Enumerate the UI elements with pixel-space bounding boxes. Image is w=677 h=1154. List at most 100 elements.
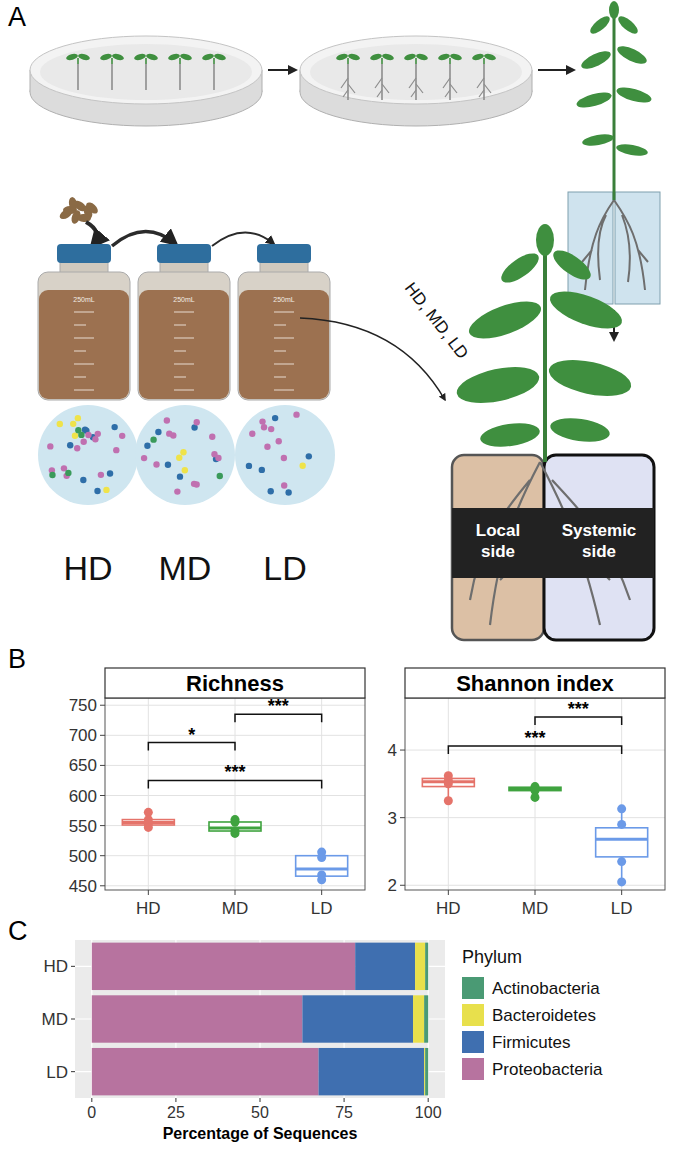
- microbe: [65, 470, 71, 476]
- microbe: [299, 463, 305, 469]
- panel-label: B: [8, 644, 26, 674]
- legend-label: Actinobacteria: [492, 979, 600, 998]
- box-chart: Shannon index234HDMDLD******: [388, 668, 665, 918]
- arrow: [112, 231, 176, 246]
- dish-agar: [40, 44, 252, 100]
- plot-frame: [405, 698, 665, 890]
- pot-systemic: [544, 455, 654, 640]
- microbe: [272, 415, 278, 421]
- microbe: [113, 447, 119, 453]
- seedling-leaf: [145, 53, 158, 62]
- bar-segment: [415, 943, 425, 990]
- plot-background: [75, 940, 445, 1098]
- petri-dish: [300, 36, 532, 126]
- seedling-leaf: [483, 53, 496, 62]
- point: [317, 853, 326, 862]
- seedling-leaf: [403, 53, 416, 62]
- seedling-root: [341, 78, 355, 97]
- category-label: HD: [136, 899, 161, 918]
- seedling-leaf: [347, 53, 360, 62]
- community-circle: [38, 405, 138, 505]
- tick: [91, 1098, 92, 1102]
- seedling-stem: [77, 58, 79, 64]
- bar-segment: [425, 1048, 428, 1095]
- panel-label: A: [8, 2, 26, 32]
- category-label: HD: [43, 957, 68, 976]
- tick-label: 550: [69, 817, 97, 836]
- leaf: [546, 354, 635, 403]
- tick-label: 450: [69, 877, 97, 896]
- microbe: [246, 463, 252, 469]
- microbe: [281, 455, 287, 461]
- microbe: [293, 411, 299, 417]
- seedling-root: [179, 64, 181, 90]
- seedling-leaf: [77, 53, 90, 62]
- plot-background: [105, 698, 365, 890]
- arrow: [86, 222, 97, 246]
- tick-label: 25: [167, 1104, 185, 1121]
- graduation: [74, 390, 94, 391]
- bottle-medium: [139, 290, 229, 399]
- microbe: [217, 473, 223, 479]
- seedling-leaf: [335, 53, 348, 62]
- microbe: [119, 433, 125, 439]
- microbe: [80, 477, 86, 483]
- bottle-label: 250mL: [173, 296, 195, 303]
- microbe: [276, 438, 282, 444]
- microbe: [70, 421, 76, 427]
- microbe: [259, 467, 265, 473]
- microbe: [103, 487, 109, 493]
- tick: [71, 1019, 75, 1020]
- bar-segment: [413, 995, 424, 1042]
- graduation: [274, 364, 294, 365]
- microbe: [176, 454, 182, 460]
- microbe: [174, 488, 180, 494]
- bottle-cap: [57, 244, 111, 263]
- soil: [84, 200, 100, 215]
- microbe: [165, 461, 171, 467]
- bottle-medium: [39, 290, 129, 399]
- tick-label: 50: [251, 1104, 269, 1121]
- median: [596, 838, 648, 841]
- label-band: [544, 508, 654, 578]
- strip: [405, 668, 665, 698]
- inoculum-label: LD: [263, 549, 306, 587]
- seedling-leaf: [449, 53, 462, 62]
- median: [296, 867, 348, 870]
- community-circle: [235, 405, 335, 505]
- seedling-leaf: [381, 53, 394, 62]
- graduation: [274, 312, 294, 313]
- box-chart: Richness450500550600650700750HDMDLD*****…: [69, 668, 365, 918]
- seedling-leaf: [471, 53, 484, 62]
- microbe: [306, 453, 312, 459]
- microbe: [164, 417, 170, 423]
- leaf: [465, 294, 546, 346]
- seedling-root: [111, 64, 113, 90]
- seedling-leaf: [213, 53, 226, 62]
- soil: [68, 196, 79, 211]
- seedling-leaf: [133, 53, 146, 62]
- tick-label: 700: [69, 726, 97, 745]
- grid-line: [235, 698, 236, 890]
- bar-segment: [92, 943, 355, 990]
- microbe: [107, 470, 113, 476]
- bottle-glass: [138, 272, 230, 400]
- plot-frame: [105, 698, 365, 890]
- tick-label: 100: [415, 1104, 442, 1121]
- graduation: [274, 390, 294, 391]
- point: [144, 823, 153, 832]
- graduation: [174, 377, 186, 378]
- stem: [613, 8, 616, 200]
- graduation: [174, 325, 186, 326]
- tick-label: 500: [69, 847, 97, 866]
- microbe: [259, 418, 265, 424]
- graduation: [174, 351, 186, 352]
- strip: [105, 668, 365, 698]
- seedling-root: [409, 78, 423, 97]
- significance-label: ***: [568, 699, 589, 719]
- legend-key: [462, 977, 484, 999]
- microbe: [268, 426, 274, 432]
- category-label: LD: [611, 899, 633, 918]
- community-circle: [135, 405, 235, 505]
- arrow: [538, 69, 574, 71]
